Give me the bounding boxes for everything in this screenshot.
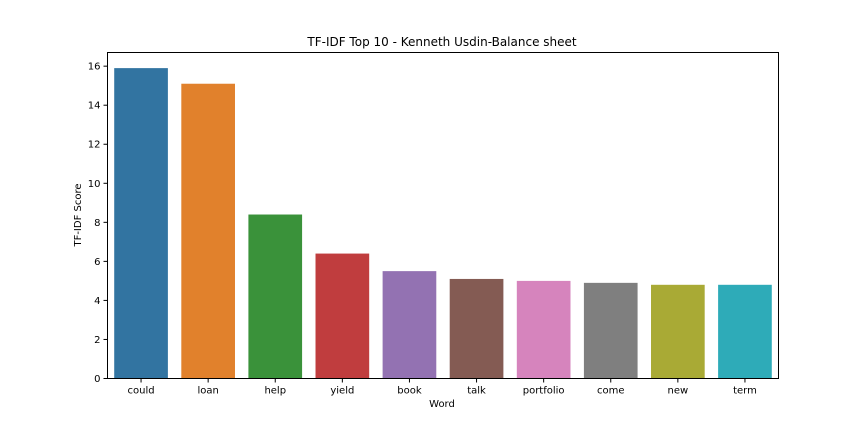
y-tick-label: 12 xyxy=(88,140,101,151)
x-tick-label: talk xyxy=(467,386,486,397)
y-tick-label: 14 xyxy=(88,101,101,112)
x-tick-label: loan xyxy=(197,386,218,397)
bar-new xyxy=(651,284,705,379)
bar-loan xyxy=(181,83,235,379)
bars-group xyxy=(114,68,772,379)
bar-come xyxy=(583,282,638,379)
bar-term xyxy=(718,284,772,379)
bar-portfolio xyxy=(516,280,571,379)
x-tick-label: term xyxy=(733,386,757,397)
bar-yield xyxy=(315,253,370,379)
chart-title: TF-IDF Top 10 - Kenneth Usdin-Balance sh… xyxy=(306,35,577,49)
x-tick-label: yield xyxy=(330,386,354,397)
y-tick-label: 8 xyxy=(94,218,100,229)
bar-could xyxy=(114,68,168,379)
plot-frame xyxy=(107,52,779,379)
y-tick-label: 16 xyxy=(88,62,101,73)
y-tick-label: 4 xyxy=(94,296,100,307)
x-axis-label: Word xyxy=(429,399,455,410)
x-tick-label: come xyxy=(597,386,625,397)
y-tick-label: 0 xyxy=(94,374,100,385)
bar-help xyxy=(248,214,303,379)
y-tick-label: 6 xyxy=(94,257,100,268)
y-axis-label: TF-IDF Score xyxy=(73,183,84,247)
y-tick-label: 10 xyxy=(88,179,101,190)
x-axis-ticks: could loan help yield book talk portfolio come n… xyxy=(128,378,757,397)
x-tick-label: book xyxy=(397,386,422,397)
y-tick-label: 2 xyxy=(94,335,100,346)
x-tick-label: could xyxy=(128,386,155,397)
bar-book xyxy=(382,271,437,379)
bar-talk xyxy=(449,278,504,379)
x-tick-label: new xyxy=(668,386,689,397)
x-tick-label: help xyxy=(264,386,286,397)
y-axis-ticks: 0 2 4 6 8 10 12 14 16 xyxy=(88,62,108,385)
x-tick-label: portfolio xyxy=(523,386,565,397)
